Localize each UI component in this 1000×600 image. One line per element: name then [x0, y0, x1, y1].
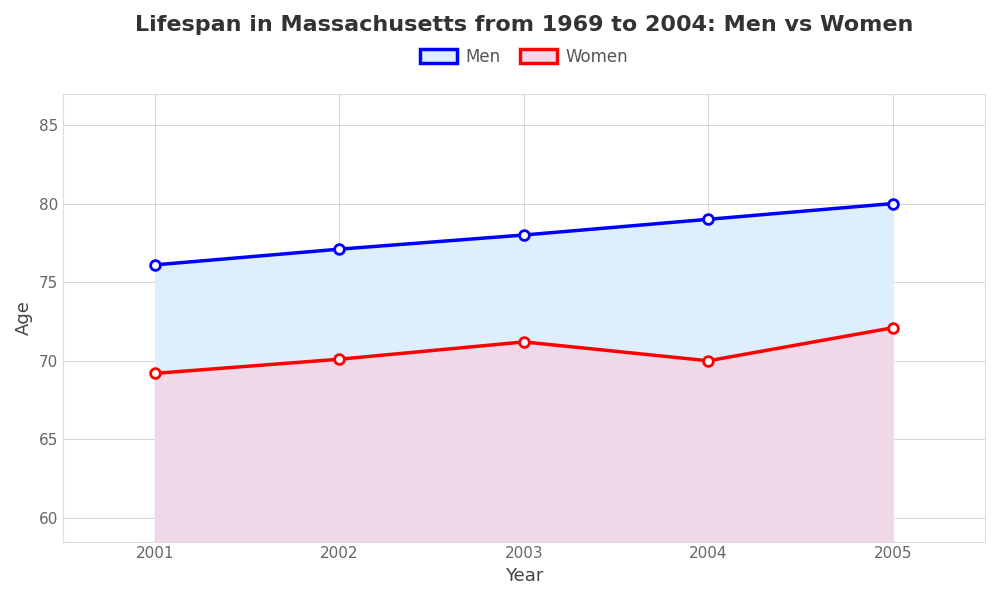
- X-axis label: Year: Year: [505, 567, 543, 585]
- Y-axis label: Age: Age: [15, 300, 33, 335]
- Title: Lifespan in Massachusetts from 1969 to 2004: Men vs Women: Lifespan in Massachusetts from 1969 to 2…: [135, 15, 913, 35]
- Legend: Men, Women: Men, Women: [420, 48, 628, 66]
